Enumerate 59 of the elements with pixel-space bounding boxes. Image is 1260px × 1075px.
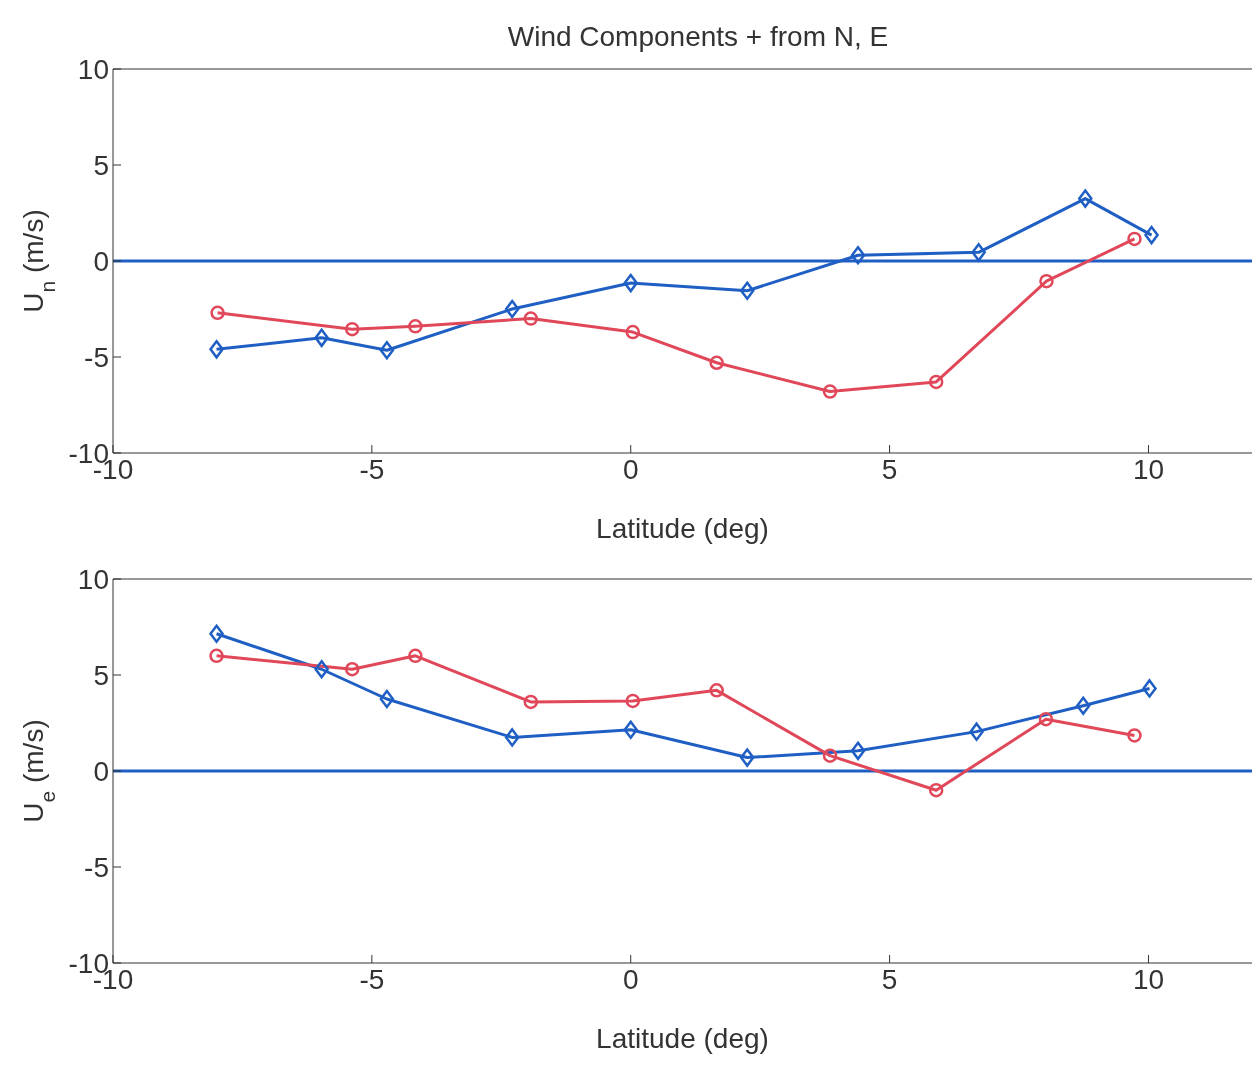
- point: [625, 324, 641, 340]
- point: [379, 341, 395, 360]
- point: [344, 661, 360, 677]
- y-tick-label: 10: [77, 53, 109, 85]
- y-tick-label: 5: [93, 659, 109, 691]
- point: [969, 722, 984, 741]
- point: [623, 273, 638, 293]
- x-tick-label: 5: [881, 963, 898, 995]
- point: [1038, 711, 1054, 727]
- point: [1127, 231, 1142, 247]
- point: [379, 689, 395, 709]
- point: [1039, 273, 1054, 289]
- point: [739, 748, 755, 767]
- point: [523, 311, 539, 326]
- x-tick-label: -5: [359, 453, 385, 485]
- point: [209, 648, 224, 664]
- point: [850, 741, 866, 761]
- point: [504, 728, 520, 747]
- x-axis-title: Latitude (deg): [596, 513, 769, 544]
- point: [822, 748, 838, 763]
- point: [739, 281, 755, 301]
- point: [209, 340, 224, 359]
- point: [850, 245, 866, 265]
- point: [1075, 696, 1091, 715]
- point: [344, 321, 360, 337]
- x-tick-label: -5: [359, 963, 385, 995]
- y-tick-label: 5: [93, 149, 109, 181]
- chart-title: Wind Components + from N, E: [507, 21, 889, 52]
- x-tick-label: 0: [622, 963, 639, 995]
- y-tick-label: -5: [84, 341, 109, 373]
- x-tick-label: 5: [881, 453, 898, 485]
- point: [523, 694, 539, 710]
- point: [1078, 189, 1093, 208]
- point: [625, 693, 641, 709]
- point: [209, 624, 224, 643]
- point: [1142, 679, 1157, 698]
- point: [408, 319, 423, 334]
- point: [928, 374, 944, 390]
- point: [504, 299, 520, 319]
- x-tick-label: 10: [1132, 453, 1165, 485]
- point: [822, 384, 838, 399]
- point: [928, 782, 944, 798]
- x-tick-label: 0: [622, 453, 639, 485]
- y-tick-label: 10: [77, 563, 109, 595]
- point: [408, 648, 423, 664]
- point: [709, 683, 724, 698]
- x-axis-title: Latitude (deg): [596, 1023, 769, 1054]
- point: [1127, 728, 1142, 743]
- point: [709, 355, 724, 371]
- point: [1144, 225, 1159, 245]
- point: [314, 659, 329, 679]
- y-tick-label: 0: [93, 245, 109, 277]
- point: [971, 243, 986, 262]
- x-tick-label: 10: [1132, 963, 1165, 995]
- point: [623, 720, 638, 739]
- y-tick-label: -5: [84, 851, 109, 883]
- y-tick-label: 0: [93, 755, 109, 787]
- point: [210, 305, 225, 321]
- point: [314, 328, 329, 348]
